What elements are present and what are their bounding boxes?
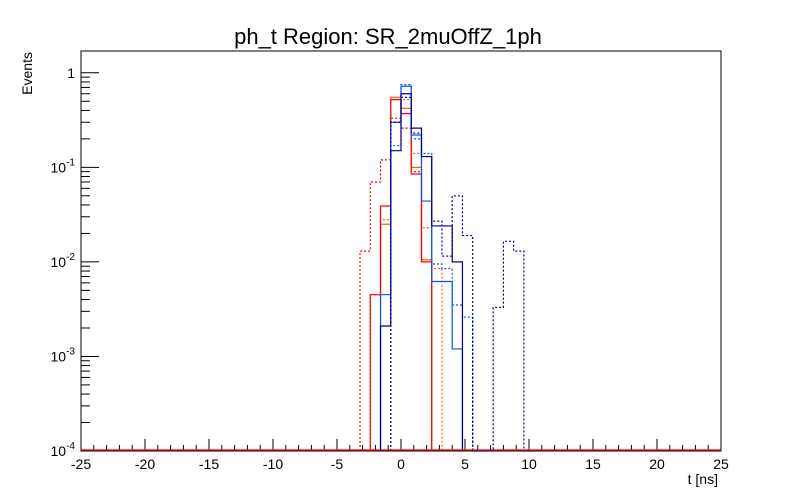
- y-tick-label: 10-4: [51, 441, 76, 459]
- y-tick-label: 10-3: [51, 346, 76, 364]
- x-tick-label: 10: [521, 456, 537, 472]
- x-tick-label: 0: [397, 456, 405, 472]
- x-tick-label: -10: [263, 456, 283, 472]
- x-axis-label: t [ns]: [688, 471, 718, 487]
- plot-area: -25 -20 -15 -10 -5 0 5 10 15 20 25 10-4 10-3 10-2 10-1…: [51, 50, 729, 472]
- x-tick-label: -5: [331, 456, 344, 472]
- y-tick-label: 10-1: [51, 157, 76, 175]
- y-tick-label: 1: [67, 65, 75, 81]
- x-tick-label: -25: [71, 456, 91, 472]
- x-tick-label: 25: [713, 456, 729, 472]
- histogram-series: [379, 96, 433, 451]
- y-axis-label: Events: [19, 52, 35, 95]
- x-tick-label: 20: [649, 456, 665, 472]
- histogram-series: [359, 117, 433, 451]
- histogram-series: [390, 96, 535, 452]
- histogram-series: [369, 99, 433, 451]
- histogram-series: [379, 93, 464, 451]
- x-tick-label: 15: [585, 456, 601, 472]
- x-tick-label: -20: [135, 456, 155, 472]
- y-tick-label: 10-2: [51, 252, 76, 270]
- x-tick-label: 5: [461, 456, 469, 472]
- x-tick-label: -15: [199, 456, 219, 472]
- chart-title: ph_t Region: SR_2muOffZ_1ph: [234, 24, 542, 49]
